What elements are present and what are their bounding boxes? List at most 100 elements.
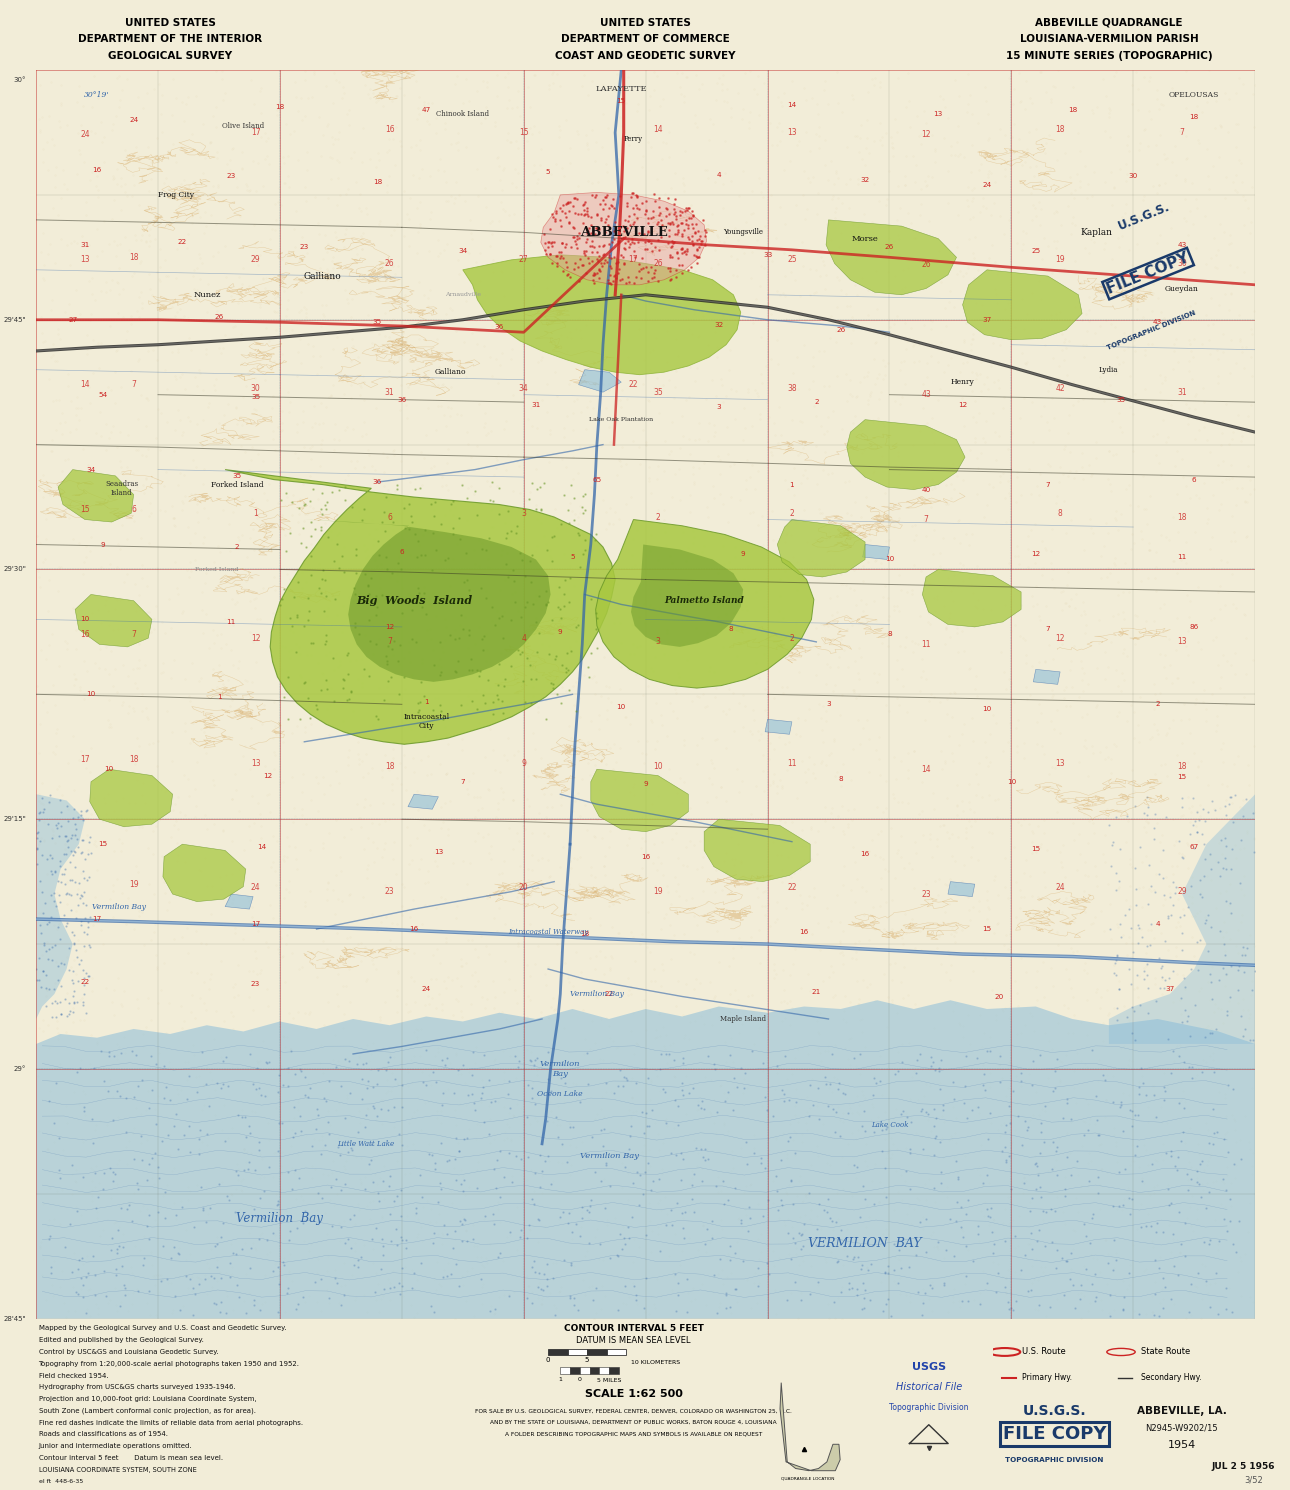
Point (935, 617, 956, 641)
Point (1205, 1208, 1226, 1232)
Point (106, 1210, 126, 1234)
Point (391, 1179, 412, 1202)
Point (1202, 1132, 1223, 1156)
Point (156, 377, 177, 401)
Point (348, 1134, 369, 1158)
Point (360, 793, 381, 817)
Point (342, 1137, 362, 1161)
Point (633, 666, 654, 690)
Point (139, 1204, 160, 1228)
Point (550, 118, 570, 142)
Text: 10: 10 (86, 691, 95, 697)
Point (334, 642, 355, 666)
Point (858, 359, 878, 383)
Point (80, 825, 101, 849)
Point (1063, 1237, 1084, 1261)
Point (45, 252, 66, 276)
Point (134, 653, 155, 676)
Point (1026, 1039, 1046, 1062)
Point (455, 1217, 476, 1241)
Point (880, 1036, 900, 1059)
Point (1031, 1186, 1051, 1210)
Polygon shape (765, 720, 792, 735)
Point (362, 714, 383, 738)
Point (1209, 294, 1229, 317)
Point (412, 651, 432, 675)
Point (628, 435, 649, 459)
Point (583, 824, 604, 848)
Point (806, 472, 827, 496)
Point (684, 1201, 704, 1225)
Point (779, 510, 800, 533)
Point (1076, 1055, 1096, 1079)
Point (275, 539, 295, 563)
Point (1120, 1098, 1140, 1122)
Point (1121, 1132, 1142, 1156)
Point (724, 1076, 744, 1100)
Point (197, 875, 218, 898)
Point (72, 909, 93, 933)
Point (466, 785, 486, 809)
Point (138, 836, 159, 860)
Point (1026, 1150, 1046, 1174)
Point (1035, 650, 1055, 673)
Point (568, 781, 588, 805)
Text: 10: 10 (885, 556, 894, 563)
Point (640, 1070, 660, 1094)
Point (50, 1052, 71, 1076)
Point (561, 639, 582, 663)
Point (397, 374, 418, 398)
Point (970, 201, 991, 225)
Point (818, 915, 838, 939)
Point (840, 504, 860, 527)
Point (268, 1167, 289, 1191)
Point (649, 581, 670, 605)
Point (1178, 706, 1198, 730)
Point (1242, 1162, 1263, 1186)
Point (338, 884, 359, 907)
Point (1118, 1083, 1139, 1107)
Point (717, 1080, 738, 1104)
Point (1046, 1162, 1067, 1186)
Point (79, 268, 99, 292)
Point (192, 1198, 213, 1222)
Point (596, 1156, 617, 1180)
Point (81, 1022, 102, 1046)
Point (855, 593, 876, 617)
Point (1029, 1043, 1050, 1067)
Point (579, 216, 600, 240)
Point (1197, 137, 1218, 161)
Point (174, 377, 195, 401)
Point (571, 289, 592, 313)
Point (1201, 1016, 1222, 1040)
Point (498, 1068, 519, 1092)
Point (196, 1134, 217, 1158)
Point (688, 219, 708, 243)
Point (655, 1109, 676, 1132)
Point (717, 289, 738, 313)
Point (795, 1183, 815, 1207)
Point (279, 639, 299, 663)
Point (1031, 404, 1051, 428)
Point (286, 603, 307, 627)
Point (192, 161, 213, 185)
Point (915, 1281, 935, 1305)
Point (601, 1080, 622, 1104)
Point (1081, 1207, 1102, 1231)
Point (982, 161, 1002, 185)
Point (1140, 875, 1161, 898)
Point (348, 1046, 369, 1070)
Point (502, 171, 522, 195)
Point (525, 879, 546, 903)
Point (32, 331, 53, 355)
Point (286, 641, 307, 665)
Point (62, 1153, 83, 1177)
Point (292, 955, 312, 979)
Point (231, 1179, 252, 1202)
Point (141, 1304, 161, 1328)
Point (559, 511, 579, 535)
Point (451, 1229, 472, 1253)
Point (610, 291, 631, 314)
Point (559, 200, 579, 224)
Point (124, 699, 144, 723)
